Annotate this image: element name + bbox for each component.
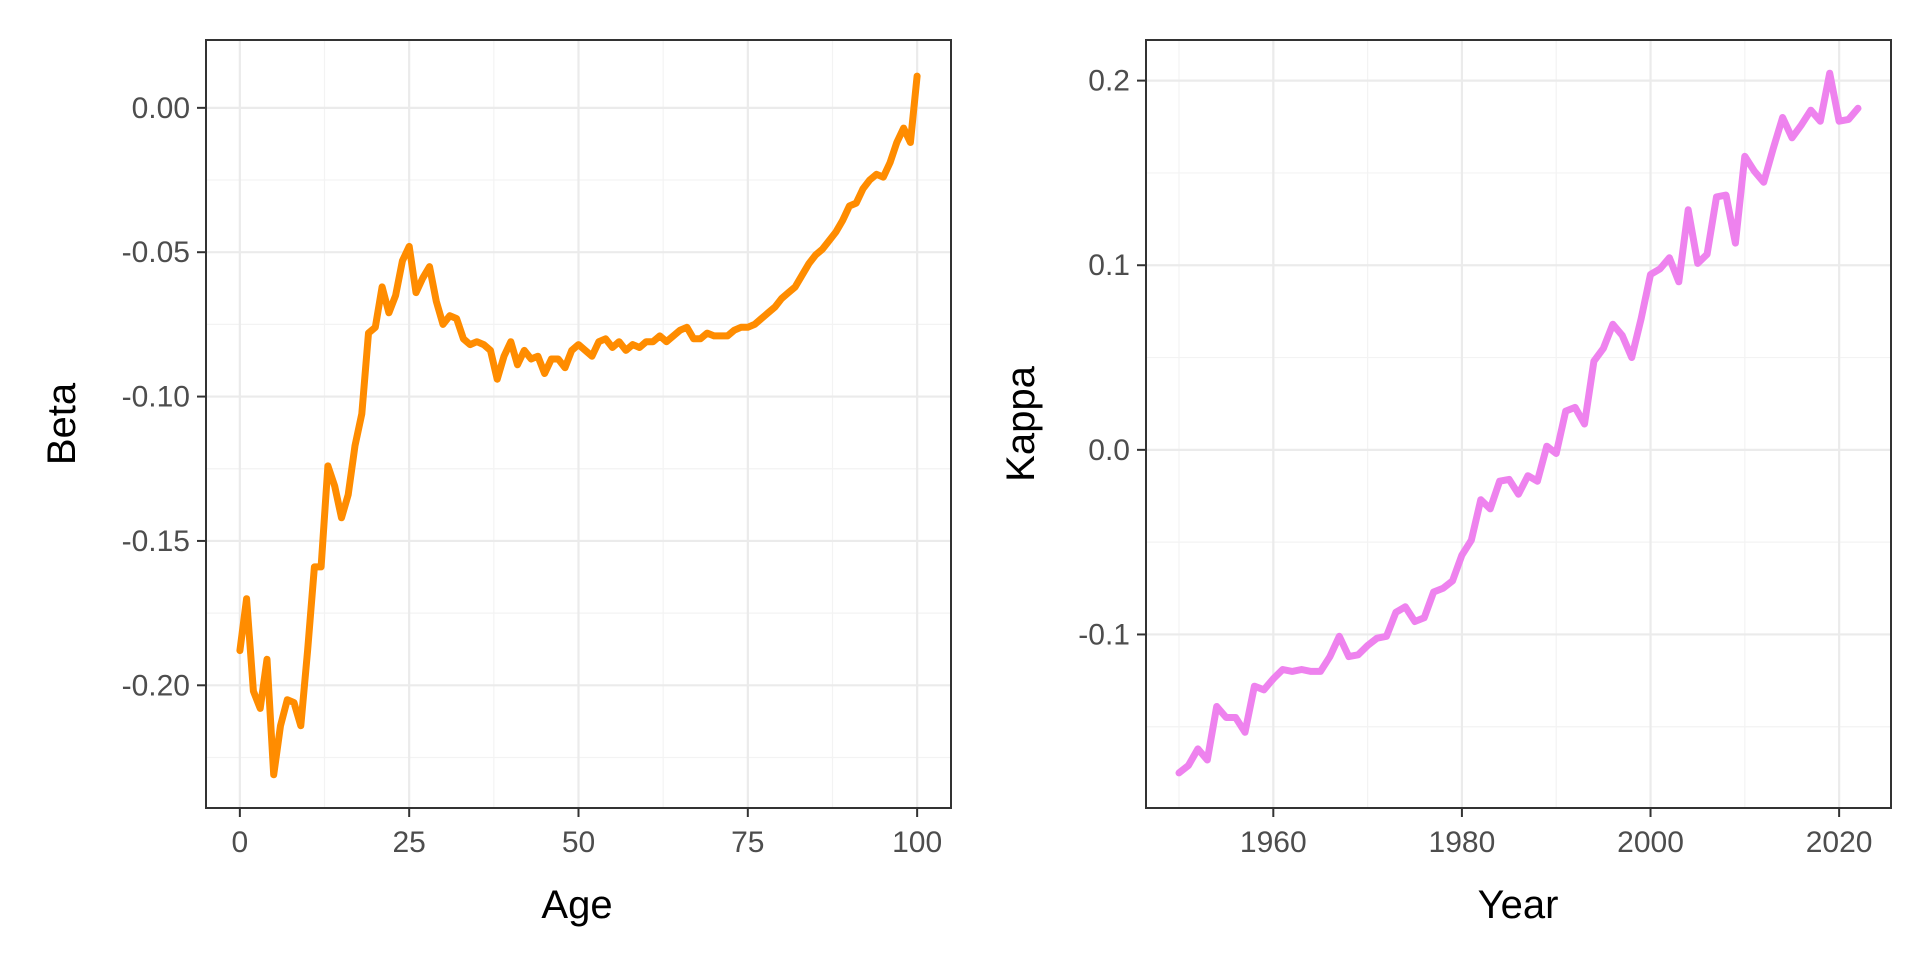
kappa-y-axis-title: Kappa bbox=[999, 365, 1043, 481]
kappa-y-tick-label: -0.1 bbox=[1078, 618, 1130, 651]
kappa-x-tick-label: 2000 bbox=[1617, 826, 1684, 859]
kappa-y-tick-label: 0.1 bbox=[1088, 249, 1130, 282]
beta-by-age-panel: 0 25 50 75 100 0.00 -0.05 -0.10 -0.15 -0.20 Age Be… bbox=[40, 39, 952, 927]
beta-y-tick-label: -0.20 bbox=[122, 669, 190, 702]
beta-x-tick-label: 100 bbox=[892, 826, 942, 859]
kappa-series-line bbox=[1175, 69, 1862, 777]
beta-x-tick-label: 25 bbox=[392, 826, 425, 859]
kappa-x-tick-label: 2020 bbox=[1806, 826, 1873, 859]
beta-y-tick-label: 0.00 bbox=[132, 92, 190, 125]
beta-x-tick-label: 75 bbox=[731, 826, 764, 859]
kappa-x-tick-label: 1960 bbox=[1240, 826, 1307, 859]
kappa-panel-border bbox=[1145, 39, 1892, 809]
kappa-y-tick-label: 0.0 bbox=[1088, 434, 1130, 467]
beta-x-tick-label: 0 bbox=[232, 826, 249, 859]
beta-y-tick-label: -0.10 bbox=[122, 381, 190, 414]
beta-x-tick-label: 50 bbox=[562, 826, 595, 859]
beta-x-axis-title: Age bbox=[541, 883, 612, 927]
kappa-x-tick-label: 1980 bbox=[1429, 826, 1496, 859]
beta-y-tick-label: -0.05 bbox=[122, 236, 190, 269]
kappa-panel-background bbox=[1146, 40, 1891, 808]
beta-y-tick-label: -0.15 bbox=[122, 525, 190, 558]
beta-series-line bbox=[236, 72, 921, 779]
kappa-y-tick-label: 0.2 bbox=[1088, 65, 1130, 98]
kappa-x-axis-title: Year bbox=[1478, 883, 1559, 927]
kappa-by-year-panel: 1960 1980 2000 2020 0.2 0.1 0.0 -0.1 Year Kappa bbox=[999, 39, 1892, 927]
beta-y-axis-title: Beta bbox=[40, 382, 84, 465]
